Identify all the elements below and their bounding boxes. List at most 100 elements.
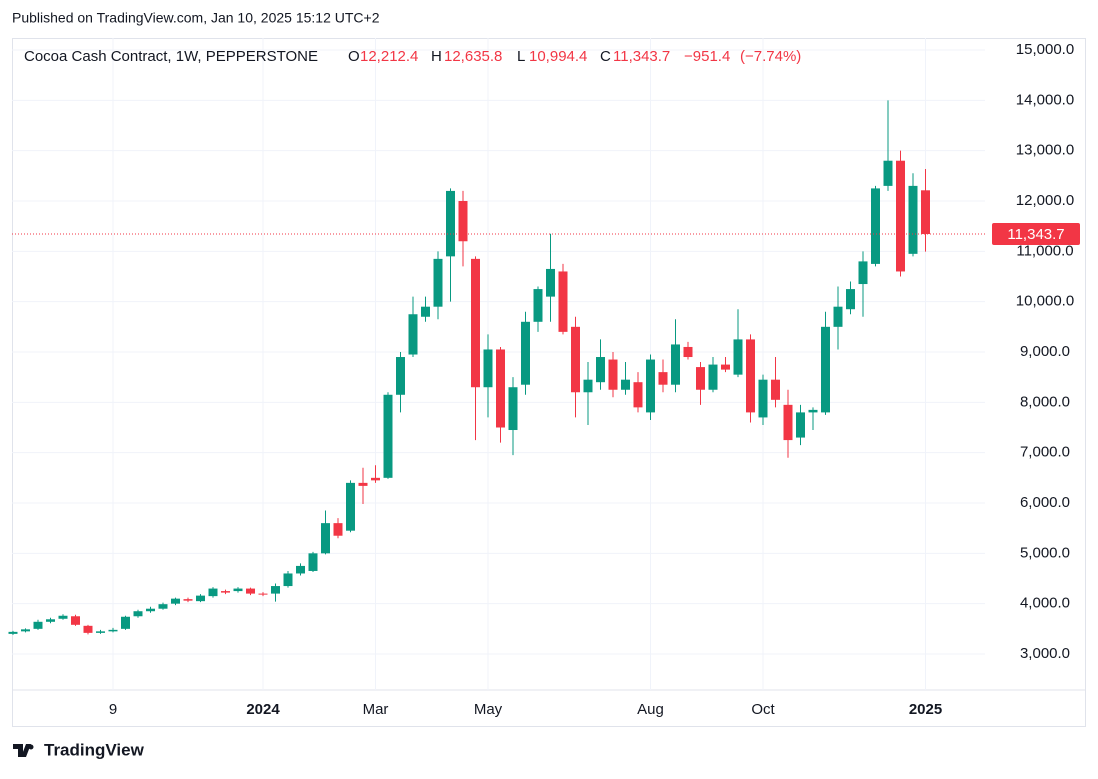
candle-body [721,364,730,370]
candle-body [333,523,343,536]
y-tick-label: 3,000.0 [1020,645,1070,662]
legend-value: 11,343.7 [613,48,670,65]
y-tick-label: 15,000.0 [1016,41,1074,58]
x-tick-label: Aug [637,701,664,718]
x-tick-label: 2024 [246,701,280,718]
candle-body [508,387,518,431]
candle-body [871,188,880,264]
candle-body [458,200,468,242]
candle-body [808,409,818,413]
candle-body [633,382,643,408]
candle-body [558,271,568,332]
candle-body [146,608,155,612]
candle-body [696,367,705,390]
candle-body [858,261,868,285]
candle-body [796,412,805,438]
candle-body [371,477,380,481]
candle-body [158,604,168,609]
candle-body [83,625,93,633]
candle-body [671,344,680,385]
candle-body [108,629,118,632]
logo-icon [13,744,31,757]
logo [13,744,34,757]
candle-body [283,573,293,587]
candle-body [733,339,743,375]
candle-body [883,160,893,186]
candle-body [708,364,718,390]
candle-body [571,326,580,393]
last-price-label: 11,343.7 [1007,226,1064,243]
candle-body [646,359,655,413]
candle-body [271,586,280,594]
candle-body [433,258,443,307]
x-tick-label: Mar [363,701,389,718]
frame [12,38,1086,727]
candle-body [921,190,930,235]
last-price-tag [992,223,1080,246]
y-tick-label: 14,000.0 [1016,91,1074,108]
candle-body [33,621,43,629]
logo-dot [28,744,34,750]
candle-body [421,306,430,317]
legend-key: L [517,48,525,65]
candle-body [296,565,305,574]
y-tick-label: 6,000.0 [1020,494,1070,511]
legend-key: C [600,48,611,65]
candle-body [596,357,605,383]
legend-value: 12,212.4 [360,48,418,65]
candle-body [46,619,55,622]
candle-body [96,631,105,633]
candle-body [71,616,80,625]
candle-body [483,349,493,388]
candle-body [258,593,268,595]
x-tick-label: May [474,701,503,718]
candle-body [546,268,555,297]
legend-value: 12,635.8 [444,48,502,65]
footer: TradingView [44,740,145,759]
y-tick-label: 4,000.0 [1020,595,1070,612]
legend-key: O [348,48,360,65]
candle-body [908,185,918,254]
candle-body [771,379,780,400]
x-tick-label: Oct [751,701,775,718]
published: Published on TradingView.com, Jan 10, 20… [12,10,380,26]
legend-change: −951.4 [684,48,730,65]
candle-body [121,616,130,629]
candle-body [683,346,693,358]
candle-body [658,372,668,385]
candle-body [183,599,193,601]
y-tick-label: 5,000.0 [1020,544,1070,561]
candle-body [896,160,905,272]
candle-body [8,631,18,634]
candle-body [533,289,543,322]
candle-body [346,482,355,531]
candle-body [521,321,530,385]
y-tick-label: 11,000.0 [1016,242,1073,259]
candle-body [833,306,843,327]
candle-body [621,379,630,390]
chart-title: Cocoa Cash Contract, 1W, PEPPERSTONE [24,48,318,65]
candle-body [758,379,768,418]
x-tick-label: 9 [109,701,117,718]
candle-body [221,591,230,593]
candle-body [196,595,205,602]
candle-body [21,629,30,632]
candle-body [746,339,755,413]
y-tick-label: 13,000.0 [1016,142,1074,159]
candle-body [408,314,418,355]
candle-body [171,598,180,604]
candle-body [608,359,618,390]
candle-body [583,379,593,393]
candle-body [246,588,255,594]
candle-body [446,190,455,257]
y-tick-label: 7,000.0 [1020,444,1070,461]
candle-body [783,404,793,441]
candle-body [358,482,368,486]
candle-body [496,349,505,428]
legend-key: H [431,48,442,65]
candle-body [58,615,68,619]
candle-body [383,394,393,478]
candle-body [308,553,318,571]
candle-body [208,588,218,597]
